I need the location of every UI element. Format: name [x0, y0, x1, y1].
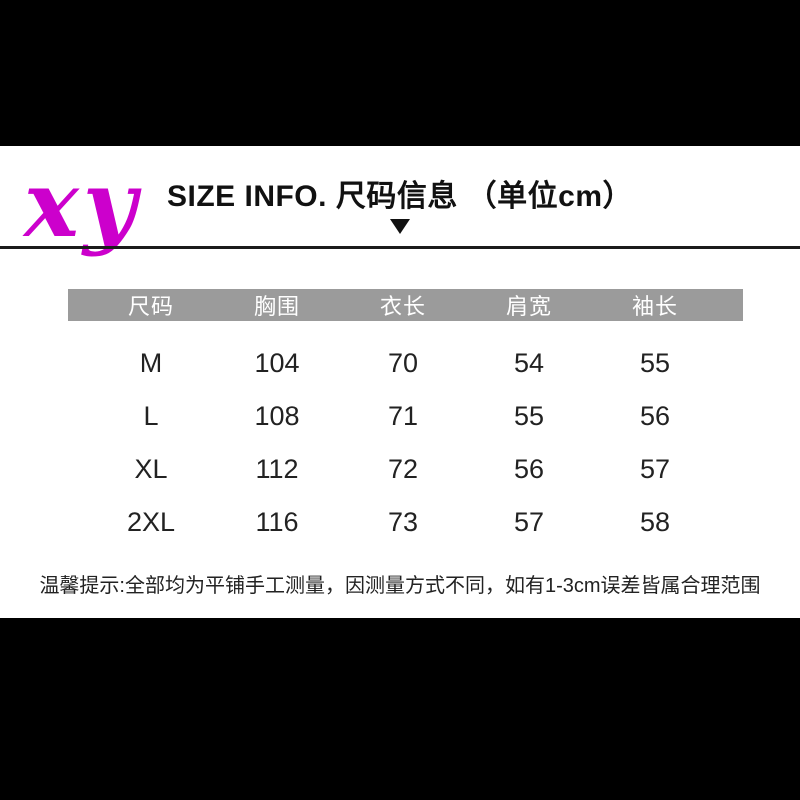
header-cell-sleeve: 袖长	[631, 294, 678, 319]
header-cell-length: 衣长	[379, 294, 426, 319]
table-cell: XL	[134, 454, 168, 484]
brand-logo: xy	[24, 150, 141, 258]
header-cell-size: 尺码	[127, 294, 174, 319]
size-table: 尺码 胸围 衣长 肩宽 袖长 M 104 70 54 55 L 108 71 5…	[68, 289, 743, 549]
page-title: SIZE INFO. 尺码信息 （单位cm）	[166, 180, 634, 213]
bottom-letterbox-bar	[0, 618, 800, 800]
table-cell: 73	[387, 507, 419, 537]
table-row-xl: XL 112 72 56 57	[68, 443, 743, 496]
table-cell: 70	[387, 348, 419, 378]
table-row-m: M 104 70 54 55	[68, 337, 743, 390]
size-table-body: M 104 70 54 55 L 108 71 55 56 XL 112 72 …	[68, 337, 743, 549]
table-cell: 54	[513, 348, 545, 378]
table-cell: 2XL	[126, 507, 176, 537]
table-cell: 112	[255, 454, 299, 484]
table-cell: 108	[254, 401, 300, 431]
measurement-note: 温馨提示:全部均为平铺手工测量，因测量方式不同，如有1-3cm误差皆属合理范围	[39, 575, 761, 597]
table-cell: 57	[513, 507, 545, 537]
table-cell: 116	[255, 507, 299, 537]
table-cell: M	[139, 348, 163, 378]
top-letterbox-bar	[0, 0, 800, 146]
size-table-header-row: 尺码 胸围 衣长 肩宽 袖长	[68, 289, 743, 321]
down-triangle-icon	[390, 219, 410, 234]
header-cell-chest: 胸围	[253, 294, 300, 319]
table-cell: 56	[639, 401, 671, 431]
table-cell: 56	[513, 454, 545, 484]
table-cell: 57	[639, 454, 671, 484]
table-cell: 71	[387, 401, 419, 431]
header-cell-shoulder: 肩宽	[505, 294, 552, 319]
table-cell: 55	[513, 401, 545, 431]
table-cell: 104	[254, 348, 300, 378]
table-row-2xl: 2XL 116 73 57 58	[68, 496, 743, 549]
table-row-l: L 108 71 55 56	[68, 390, 743, 443]
table-cell: L	[143, 401, 159, 431]
horizontal-divider	[0, 246, 800, 249]
table-cell: 55	[639, 348, 671, 378]
title-arrow-row	[0, 219, 800, 239]
table-cell: 58	[639, 507, 671, 537]
table-cell: 72	[387, 454, 419, 484]
